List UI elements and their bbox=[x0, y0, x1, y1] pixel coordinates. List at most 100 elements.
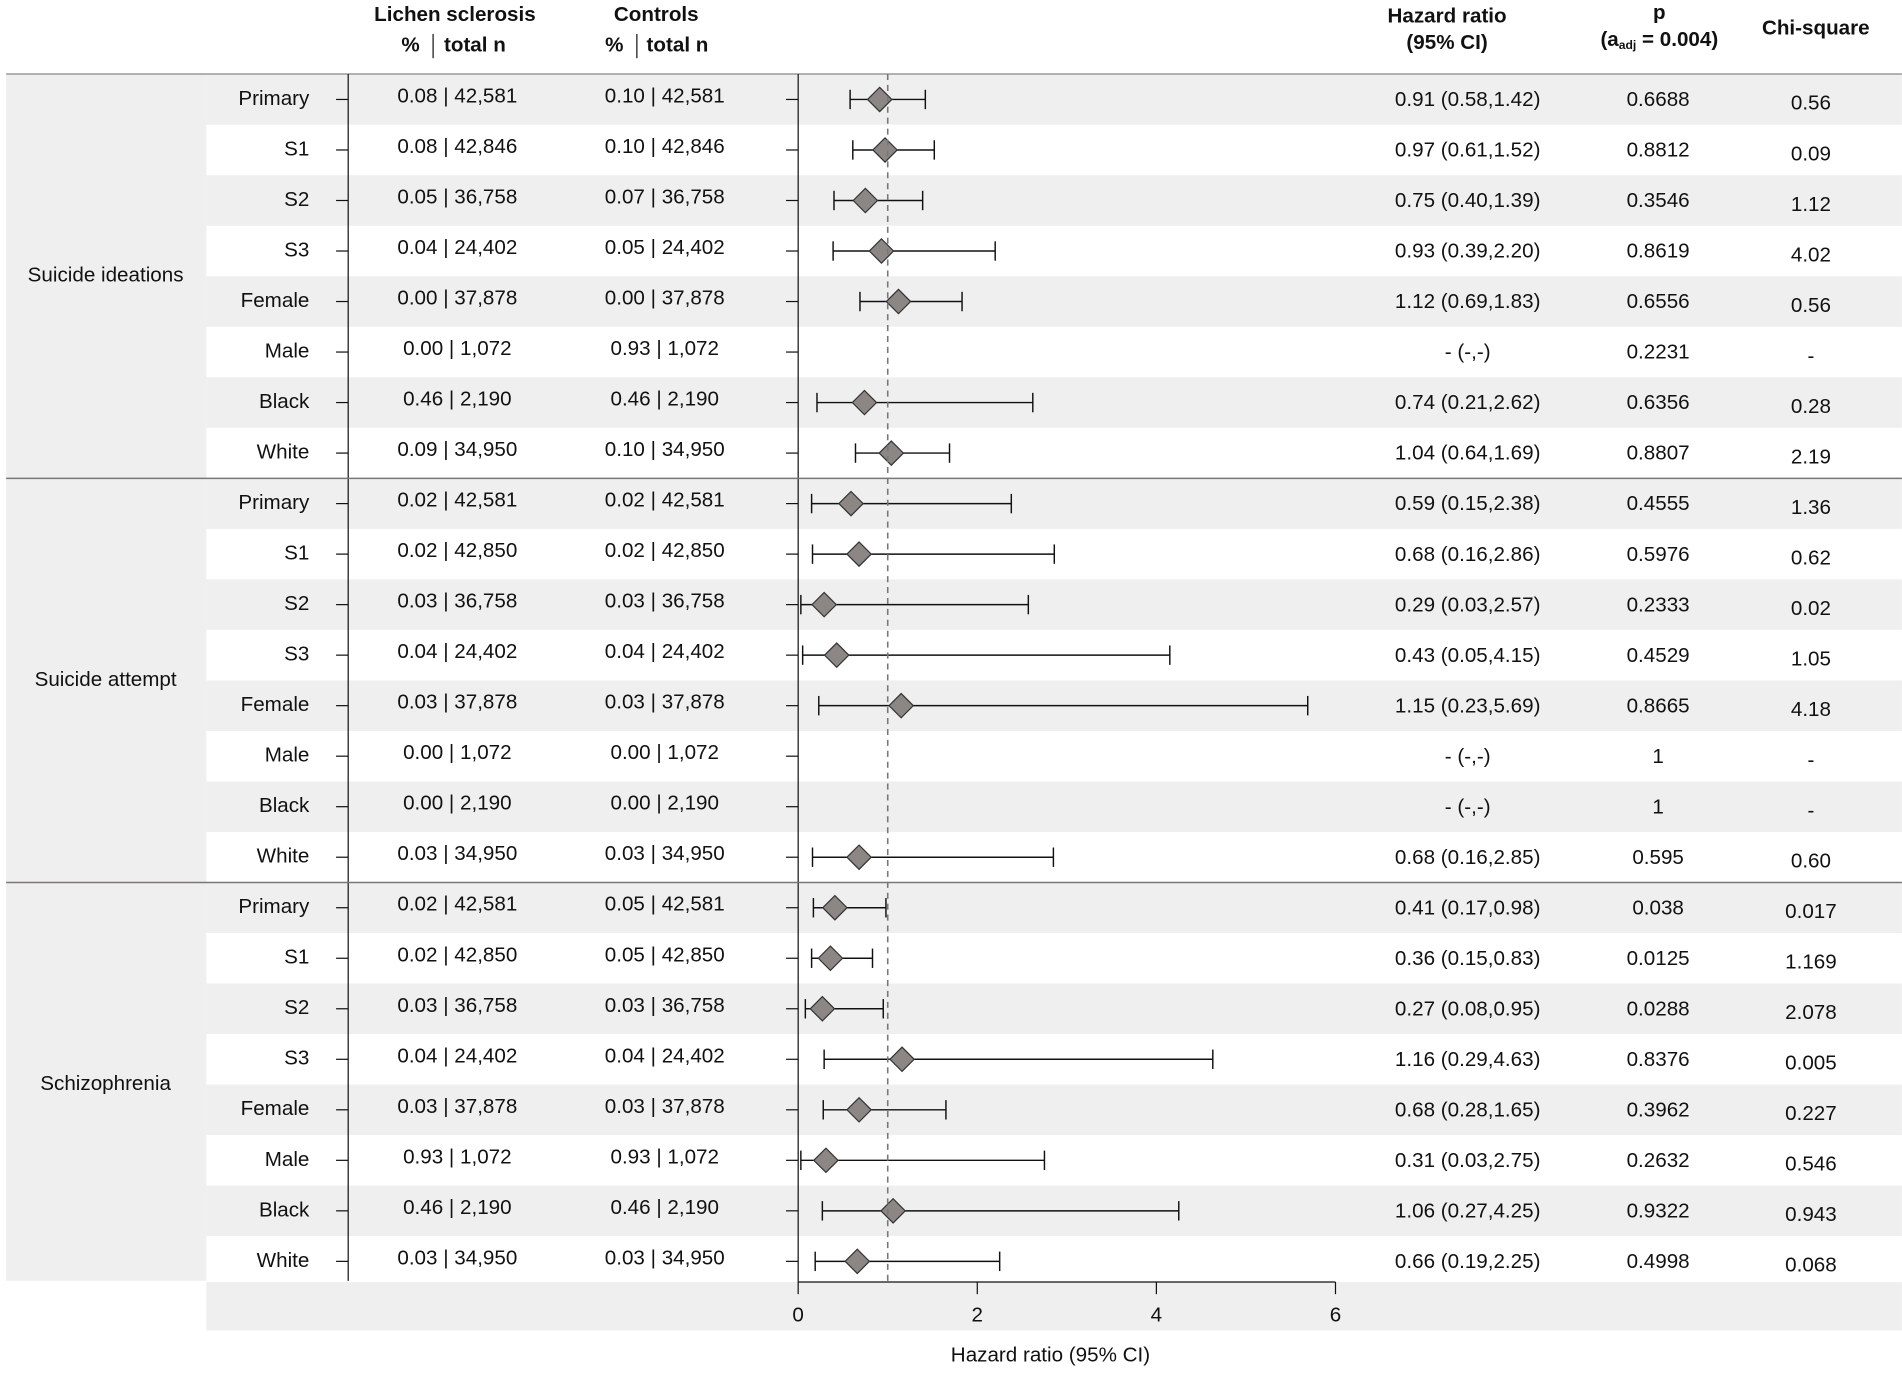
hr-label: 0.68 (0.28,1.65) bbox=[1395, 1098, 1541, 1121]
lichen-cell: 0.00 | 1,072 bbox=[403, 741, 512, 764]
controls-cell: 0.04 | 24,402 bbox=[605, 1044, 725, 1067]
chi-cell: 0.28 bbox=[1791, 395, 1831, 418]
controls-cell: 0.05 | 24,402 bbox=[605, 236, 725, 259]
p-cell: 0.038 bbox=[1632, 896, 1684, 919]
controls-cell: 0.10 | 42,846 bbox=[605, 135, 725, 158]
hr-label: 0.59 (0.15,2.38) bbox=[1395, 492, 1541, 515]
row-band bbox=[206, 74, 1902, 125]
chi-cell: 0.005 bbox=[1785, 1052, 1837, 1075]
hr-label: - (-,-) bbox=[1445, 341, 1491, 364]
chi-cell: 0.56 bbox=[1791, 92, 1831, 115]
row-band bbox=[206, 478, 1902, 529]
p-cell: 0.9322 bbox=[1627, 1199, 1690, 1222]
hr-marker bbox=[888, 692, 915, 719]
row-label: Black bbox=[259, 1198, 310, 1221]
row-label: S1 bbox=[284, 946, 309, 969]
chi-cell: 0.943 bbox=[1785, 1203, 1837, 1226]
row-label: S2 bbox=[284, 188, 309, 211]
row-label: S2 bbox=[284, 592, 309, 615]
row-label: Male bbox=[265, 744, 310, 767]
controls-cell: 0.03 | 37,878 bbox=[605, 691, 725, 714]
chi-cell: 0.02 bbox=[1791, 597, 1831, 620]
controls-cell: 0.46 | 2,190 bbox=[611, 1196, 720, 1219]
hr-label: 0.41 (0.17,0.98) bbox=[1395, 896, 1541, 919]
chi-cell: 0.09 bbox=[1791, 142, 1831, 165]
lichen-cell: 0.00 | 37,878 bbox=[397, 287, 517, 310]
row-band bbox=[206, 983, 1902, 1035]
hr-marker bbox=[809, 995, 836, 1022]
row-label: Female bbox=[241, 289, 310, 312]
hr-marker bbox=[885, 288, 912, 315]
hr-label: 0.68 (0.16,2.86) bbox=[1395, 543, 1541, 566]
row-band bbox=[206, 377, 1902, 428]
controls-cell: 0.46 | 2,190 bbox=[611, 388, 720, 411]
controls-cell: 0.10 | 34,950 bbox=[605, 438, 725, 461]
lichen-cell: 0.46 | 2,190 bbox=[403, 388, 512, 411]
row-label: Primary bbox=[238, 491, 310, 514]
chi-cell: - bbox=[1808, 748, 1815, 771]
p-cell: 0.2632 bbox=[1627, 1149, 1690, 1172]
x-tick-label: 6 bbox=[1330, 1303, 1341, 1326]
row-label: S1 bbox=[284, 542, 309, 565]
hr-label: 1.12 (0.69,1.83) bbox=[1395, 290, 1541, 313]
header: Hazard ratio bbox=[1388, 4, 1507, 27]
chi-cell: 0.56 bbox=[1791, 294, 1831, 317]
hr-marker bbox=[821, 894, 848, 921]
row-band bbox=[206, 175, 1902, 226]
chi-cell: 0.227 bbox=[1785, 1102, 1837, 1125]
row-label: S2 bbox=[284, 996, 309, 1019]
controls-cell: 0.93 | 1,072 bbox=[611, 1145, 720, 1168]
controls-cell: 0.05 | 42,850 bbox=[605, 943, 725, 966]
p-cell: 0.3962 bbox=[1627, 1098, 1690, 1121]
row-band bbox=[206, 781, 1902, 832]
row-label: Black bbox=[259, 390, 310, 413]
row-label: Male bbox=[265, 1148, 310, 1171]
header: Chi-square bbox=[1762, 17, 1870, 40]
hr-label: - (-,-) bbox=[1445, 795, 1491, 818]
chi-cell: 0.068 bbox=[1785, 1254, 1837, 1277]
p-cell: 1 bbox=[1652, 745, 1663, 768]
chi-cell: 4.18 bbox=[1791, 698, 1831, 721]
lichen-cell: 0.93 | 1,072 bbox=[403, 1145, 512, 1168]
hr-label: 0.97 (0.61,1.52) bbox=[1395, 139, 1541, 162]
row-band bbox=[206, 882, 1902, 933]
lichen-cell: 0.02 | 42,850 bbox=[397, 943, 517, 966]
hr-marker bbox=[817, 945, 844, 972]
hr-marker bbox=[866, 86, 893, 113]
row-band bbox=[206, 579, 1902, 630]
hr-label: - (-,-) bbox=[1445, 745, 1491, 768]
lichen-cell: 0.03 | 37,878 bbox=[397, 691, 517, 714]
chi-cell: 0.017 bbox=[1785, 900, 1837, 923]
lichen-cell: 0.03 | 36,758 bbox=[397, 994, 517, 1017]
controls-cell: 0.07 | 36,758 bbox=[605, 186, 725, 209]
hr-marker bbox=[846, 541, 873, 568]
lichen-cell: 0.04 | 24,402 bbox=[397, 1044, 517, 1067]
header: Controls bbox=[614, 3, 699, 26]
lichen-cell: 0.04 | 24,402 bbox=[397, 640, 517, 663]
lichen-cell: 0.46 | 2,190 bbox=[403, 1196, 512, 1219]
row-label: S3 bbox=[284, 238, 309, 261]
header: = 0.004) bbox=[1636, 29, 1718, 52]
x-tick-label: 0 bbox=[792, 1303, 803, 1326]
controls-cell: 0.93 | 1,072 bbox=[611, 337, 720, 360]
p-cell: 1 bbox=[1652, 795, 1663, 818]
p-cell: 0.4998 bbox=[1627, 1250, 1690, 1273]
hr-label: 0.27 (0.08,0.95) bbox=[1395, 997, 1541, 1020]
hr-marker bbox=[852, 187, 879, 214]
hr-marker bbox=[838, 490, 864, 517]
row-label: S3 bbox=[284, 643, 309, 666]
controls-cell: 0.03 | 37,878 bbox=[605, 1095, 725, 1118]
p-cell: 0.8619 bbox=[1627, 240, 1690, 263]
lichen-cell: 0.03 | 34,950 bbox=[397, 1246, 517, 1269]
chi-cell: 0.60 bbox=[1791, 850, 1831, 873]
p-cell: 0.5976 bbox=[1627, 543, 1690, 566]
header: (aadj = 0.004) bbox=[1600, 29, 1718, 53]
chi-cell: 1.12 bbox=[1791, 193, 1831, 216]
lichen-cell: 0.00 | 1,072 bbox=[403, 337, 512, 360]
hr-marker bbox=[868, 238, 895, 264]
hr-marker bbox=[846, 844, 873, 871]
chi-cell: 0.546 bbox=[1785, 1153, 1837, 1176]
p-cell: 0.8807 bbox=[1627, 442, 1690, 465]
hr-label: 0.31 (0.03,2.75) bbox=[1395, 1149, 1541, 1172]
